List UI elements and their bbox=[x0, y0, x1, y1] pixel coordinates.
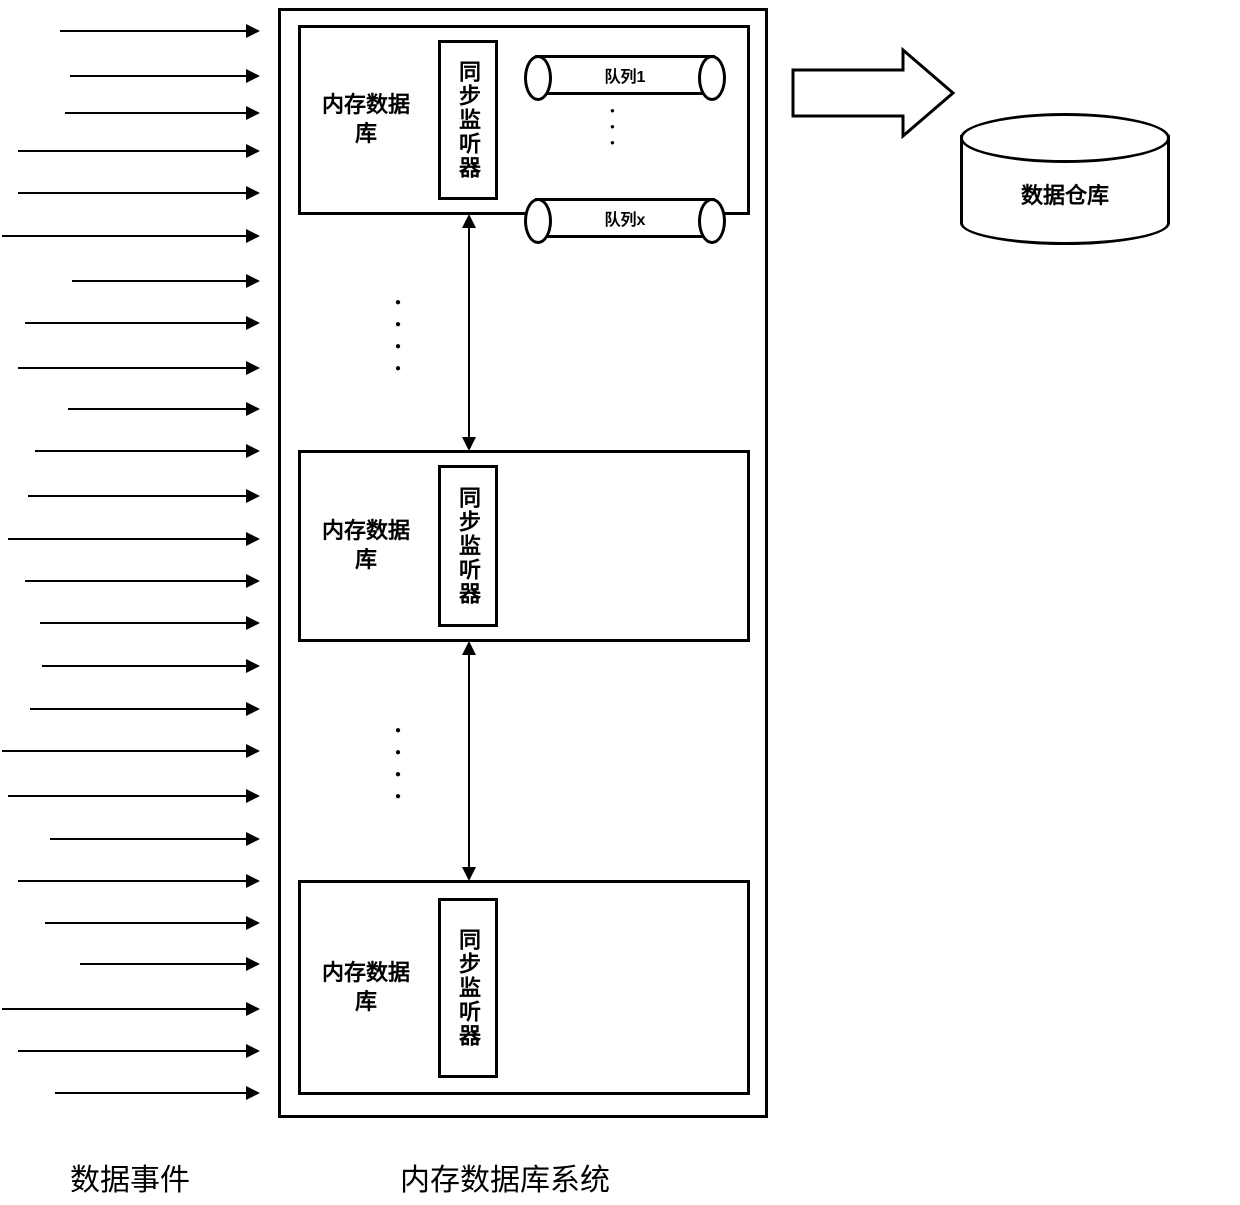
data-event-arrow bbox=[8, 538, 258, 540]
memory-db-label: 内存数据库 bbox=[301, 509, 431, 582]
data-event-arrow bbox=[8, 795, 258, 797]
ellipsis-dots: ●●●● bbox=[395, 292, 401, 380]
output-arrow-icon bbox=[790, 47, 956, 139]
queue-label: 队列1 bbox=[605, 63, 646, 87]
memory-db-block: 内存数据库 bbox=[298, 25, 750, 215]
sync-listener-box: 同步监听器 bbox=[438, 40, 498, 200]
data-event-arrow bbox=[55, 1092, 258, 1094]
data-event-arrow bbox=[60, 30, 258, 32]
data-warehouse-label: 数据仓库 bbox=[1021, 178, 1109, 210]
data-event-arrow bbox=[45, 922, 258, 924]
data-events-label: 数据事件 bbox=[70, 1155, 190, 1199]
data-event-arrow bbox=[2, 235, 258, 237]
data-event-arrow bbox=[30, 708, 258, 710]
data-event-arrow bbox=[35, 450, 258, 452]
data-event-arrow bbox=[25, 580, 258, 582]
sync-listener-box: 同步监听器 bbox=[438, 898, 498, 1078]
ellipsis-dots: ●●●● bbox=[395, 720, 401, 808]
data-event-arrow bbox=[42, 665, 258, 667]
diagram-canvas: 内存数据库同步监听器队列1队列x●●●内存数据库同步监听器内存数据库同步监听器 … bbox=[0, 0, 1240, 1205]
memory-db-block: 内存数据库 bbox=[298, 450, 750, 642]
data-event-arrow bbox=[70, 75, 258, 77]
queue-cylinder: 队列1 bbox=[535, 55, 715, 95]
connector-double-arrow bbox=[468, 216, 470, 449]
data-event-arrow bbox=[25, 322, 258, 324]
data-event-arrow bbox=[72, 280, 258, 282]
sync-listener-label: 同步监听器 bbox=[452, 60, 484, 180]
data-event-arrow bbox=[68, 408, 258, 410]
sync-listener-label: 同步监听器 bbox=[452, 486, 484, 606]
data-event-arrow bbox=[18, 367, 258, 369]
data-event-arrow bbox=[2, 750, 258, 752]
queue-cylinder: 队列x bbox=[535, 198, 715, 238]
queue-label: 队列x bbox=[605, 206, 646, 230]
memory-db-label: 内存数据库 bbox=[301, 83, 431, 156]
connector-double-arrow bbox=[468, 643, 470, 879]
memory-db-block: 内存数据库 bbox=[298, 880, 750, 1095]
memory-db-system-label: 内存数据库系统 bbox=[400, 1155, 610, 1199]
ellipsis-dots: ●●● bbox=[610, 103, 615, 151]
data-warehouse-cylinder: 数据仓库 bbox=[960, 135, 1170, 245]
data-event-arrow bbox=[50, 838, 258, 840]
data-event-arrow bbox=[18, 150, 258, 152]
memory-db-label: 内存数据库 bbox=[301, 951, 431, 1024]
data-event-arrow bbox=[40, 622, 258, 624]
data-event-arrow bbox=[28, 495, 258, 497]
data-event-arrow bbox=[18, 192, 258, 194]
sync-listener-label: 同步监听器 bbox=[452, 928, 484, 1048]
sync-listener-box: 同步监听器 bbox=[438, 465, 498, 627]
data-event-arrow bbox=[18, 880, 258, 882]
data-event-arrow bbox=[80, 963, 258, 965]
data-event-arrow bbox=[18, 1050, 258, 1052]
data-event-arrow bbox=[2, 1008, 258, 1010]
data-event-arrow bbox=[65, 112, 258, 114]
